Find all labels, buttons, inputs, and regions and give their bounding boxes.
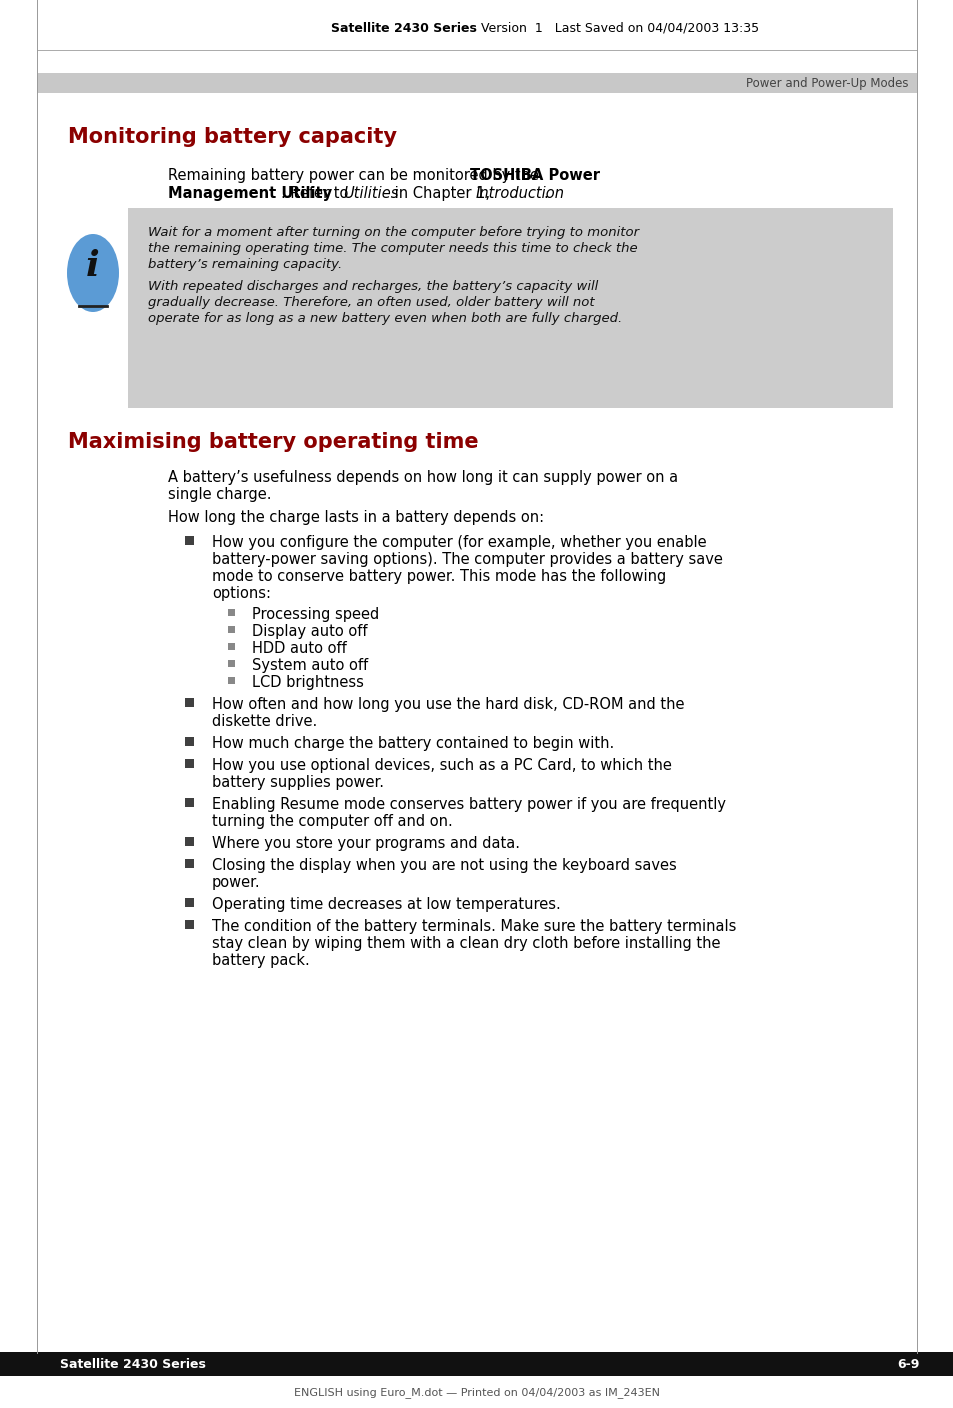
Text: .: . (542, 186, 547, 201)
Text: single charge.: single charge. (168, 487, 272, 503)
Bar (229, 676, 235, 683)
Bar (185, 836, 194, 845)
Text: TOSHIBA Power: TOSHIBA Power (470, 168, 599, 183)
Text: Wait for a moment after turning on the computer before trying to monitor: Wait for a moment after turning on the c… (148, 227, 639, 239)
Text: The condition of the battery terminals. Make sure the battery terminals: The condition of the battery terminals. … (212, 919, 736, 934)
Text: HDD auto off: HDD auto off (252, 641, 346, 656)
Text: gradually decrease. Therefore, an often used, older battery will not: gradually decrease. Therefore, an often … (148, 296, 594, 308)
Text: Remaining battery power can be monitored by the: Remaining battery power can be monitored… (168, 168, 543, 183)
Bar (185, 736, 194, 745)
Text: A battery’s usefulness depends on how long it can supply power on a: A battery’s usefulness depends on how lo… (168, 470, 678, 484)
Bar (185, 897, 194, 907)
Text: Monitoring battery capacity: Monitoring battery capacity (68, 127, 396, 146)
Bar (229, 625, 235, 632)
Text: the remaining operating time. The computer needs this time to check the: the remaining operating time. The comput… (148, 242, 637, 255)
Text: Closing the display when you are not using the keyboard saves: Closing the display when you are not usi… (212, 857, 676, 873)
Text: With repeated discharges and recharges, the battery’s capacity will: With repeated discharges and recharges, … (148, 280, 598, 293)
Text: operate for as long as a new battery even when both are fully charged.: operate for as long as a new battery eve… (148, 313, 621, 325)
Bar (185, 859, 194, 867)
Text: turning the computer off and on.: turning the computer off and on. (212, 814, 453, 829)
Text: mode to conserve battery power. This mode has the following: mode to conserve battery power. This mod… (212, 569, 665, 584)
Text: 6-9: 6-9 (897, 1357, 919, 1370)
Ellipse shape (67, 234, 119, 313)
Text: . Refer to: . Refer to (281, 186, 353, 201)
Bar (229, 642, 235, 649)
Text: Enabling Resume mode conserves battery power if you are frequently: Enabling Resume mode conserves battery p… (212, 797, 725, 812)
Text: Display auto off: Display auto off (252, 624, 367, 639)
Text: battery pack.: battery pack. (212, 953, 310, 969)
Bar (229, 659, 235, 666)
Text: Processing speed: Processing speed (252, 607, 379, 622)
Text: battery supplies power.: battery supplies power. (212, 774, 384, 790)
Text: ENGLISH using Euro_M.dot — Printed on 04/04/2003 as IM_243EN: ENGLISH using Euro_M.dot — Printed on 04… (294, 1387, 659, 1398)
Text: Maximising battery operating time: Maximising battery operating time (68, 432, 478, 452)
Text: How much charge the battery contained to begin with.: How much charge the battery contained to… (212, 736, 614, 750)
Text: Management Utility: Management Utility (168, 186, 332, 201)
Text: How long the charge lasts in a battery depends on:: How long the charge lasts in a battery d… (168, 510, 543, 525)
Bar (185, 697, 194, 707)
Bar (37, 73, 916, 93)
Text: power.: power. (212, 874, 260, 890)
Text: LCD brightness: LCD brightness (252, 674, 363, 690)
Text: System auto off: System auto off (252, 658, 368, 673)
Text: in Chapter 1,: in Chapter 1, (390, 186, 494, 201)
Text: Satellite 2430 Series: Satellite 2430 Series (60, 1357, 206, 1370)
Bar (0, 1352, 953, 1376)
Text: How often and how long you use the hard disk, CD-ROM and the: How often and how long you use the hard … (212, 697, 684, 712)
Text: Where you store your programs and data.: Where you store your programs and data. (212, 836, 519, 850)
Text: options:: options: (212, 586, 271, 601)
Bar (185, 759, 194, 767)
Text: battery-power saving options). The computer provides a battery save: battery-power saving options). The compu… (212, 552, 722, 567)
Text: diskette drive.: diskette drive. (212, 714, 317, 729)
Bar (185, 919, 194, 928)
Text: Power and Power-Up Modes: Power and Power-Up Modes (745, 76, 908, 90)
Bar (128, 208, 892, 408)
Bar (185, 797, 194, 807)
Text: Satellite 2430 Series: Satellite 2430 Series (331, 21, 476, 35)
Text: How you use optional devices, such as a PC Card, to which the: How you use optional devices, such as a … (212, 758, 671, 773)
Text: Version  1   Last Saved on 04/04/2003 13:35: Version 1 Last Saved on 04/04/2003 13:35 (476, 21, 759, 35)
Text: battery’s remaining capacity.: battery’s remaining capacity. (148, 258, 342, 270)
Text: i: i (86, 249, 100, 283)
Text: Operating time decreases at low temperatures.: Operating time decreases at low temperat… (212, 897, 560, 912)
Text: Introduction: Introduction (476, 186, 564, 201)
Text: stay clean by wiping them with a clean dry cloth before installing the: stay clean by wiping them with a clean d… (212, 936, 720, 950)
Text: How you configure the computer (for example, whether you enable: How you configure the computer (for exam… (212, 535, 706, 551)
Bar (229, 608, 235, 615)
Text: Utilities: Utilities (343, 186, 398, 201)
Bar (185, 535, 194, 545)
